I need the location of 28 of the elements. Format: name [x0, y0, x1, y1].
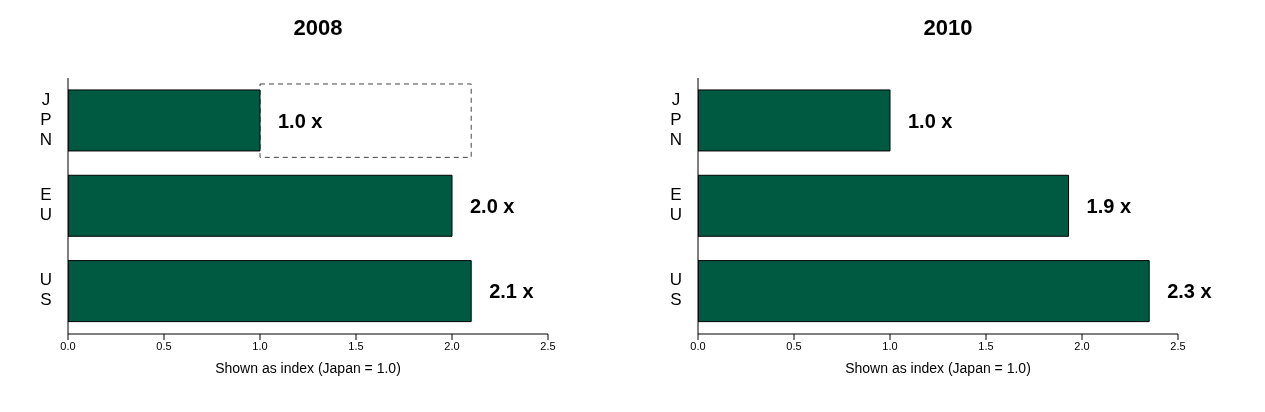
x-tick-label: 2.5 — [540, 339, 556, 352]
data-label: 2.0 x — [470, 194, 515, 217]
x-tick-label: 0.5 — [786, 339, 802, 352]
y-tick-label: EU — [669, 185, 683, 225]
x-axis-title: Shown as index (Japan = 1.0) — [214, 359, 402, 378]
x-tick-label: 1.0 — [252, 339, 268, 352]
x-tick-label: 2.0 — [444, 339, 460, 352]
data-label: 2.3 x — [1167, 280, 1212, 303]
x-tick-label: 2.5 — [1170, 339, 1186, 352]
x-tick-label: 1.5 — [348, 339, 364, 352]
data-label: 1.9 x — [1086, 194, 1132, 217]
y-tick-label: US — [669, 270, 683, 310]
x-axis-title: Shown as index (Japan = 1.0) — [844, 359, 1032, 378]
y-tick-label: JPN — [669, 90, 683, 150]
x-tick-label: 0.0 — [690, 339, 706, 352]
chart-title: 2008 — [292, 14, 344, 42]
chart-title: 2010 — [922, 14, 974, 42]
x-tick-label: 2.0 — [1074, 339, 1090, 352]
x-tick-label: 0.0 — [60, 339, 76, 352]
y-tick-label: EU — [39, 185, 53, 225]
y-tick-label: JPN — [39, 90, 53, 150]
data-label: 2.1 x — [489, 280, 534, 303]
x-tick-label: 1.5 — [978, 339, 994, 352]
data-label: 1.0 x — [278, 109, 323, 132]
data-label: 1.0 x — [908, 109, 953, 132]
y-tick-label: US — [39, 270, 53, 310]
x-tick-label: 0.5 — [156, 339, 172, 352]
x-tick-label: 1.0 — [882, 339, 898, 352]
